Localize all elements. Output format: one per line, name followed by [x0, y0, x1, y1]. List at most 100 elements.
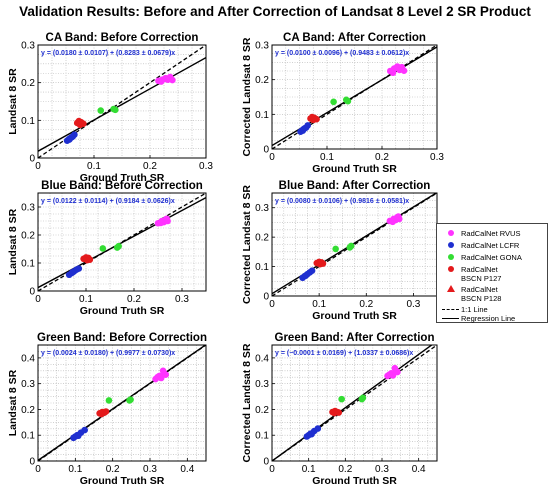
y-tick-label: 0.4 [21, 353, 35, 364]
point-lcfr [308, 267, 316, 274]
chart-panel-1: 0 0.1 0.2 0.3 0 0.1 0.2 0.3 CA Band: Before Corr… [7, 32, 213, 184]
y-tick-label: 0 [29, 457, 35, 468]
y-axis-label: Landsat 8 SR [7, 68, 19, 135]
x-tick-label: 0.3 [199, 161, 213, 172]
legend-label: RadCalNet GONA [461, 253, 522, 262]
chart-panel-4: 0 0.1 0.2 0.3 0 0.1 0.2 0.3 Blue Band: After Cor… [241, 180, 438, 322]
point-gona [115, 242, 122, 250]
grid [38, 45, 206, 158]
plot-frame [37, 44, 207, 159]
point-gona [105, 397, 113, 404]
regression-line [272, 345, 433, 461]
x-tick-label: 0.2 [143, 161, 157, 172]
legend-item-rvus: RadCalNet RVUS [441, 229, 520, 238]
chart-title: CA Band: Before Correction [46, 32, 199, 44]
plot-frame [271, 344, 438, 462]
data-points [65, 215, 171, 279]
x-axis-label: Ground Truth SR [312, 475, 397, 487]
point-p127 [98, 410, 105, 418]
x-axis-label: Ground Truth SR [312, 310, 397, 322]
data-points [299, 213, 403, 282]
point-gona [344, 97, 352, 105]
plot-frame [271, 44, 438, 150]
data-points [303, 364, 401, 440]
x-tick-label: 0.3 [175, 294, 189, 305]
point-gona [111, 106, 119, 114]
x-tick-label: 0.3 [143, 464, 157, 475]
x-axis-label: Ground Truth SR [312, 163, 397, 175]
regression-equation: y = (−0.0001 ± 0.0169) + (1.0337 ± 0.068… [275, 350, 413, 357]
x-tick-label: 0.4 [412, 464, 426, 475]
point-lcfr [299, 127, 307, 134]
legend-item-one-to-one: 1:1 Line [441, 305, 488, 314]
y-tick-label: 0 [263, 145, 269, 156]
point-lcfr [314, 425, 322, 432]
y-tick-label: 0.3 [255, 41, 269, 52]
x-tick-label: 0.4 [180, 464, 194, 475]
point-lcfr [308, 430, 315, 438]
x-tick-label: 0 [35, 294, 41, 305]
point-rvus [157, 219, 165, 227]
y-tick-label: 0.1 [255, 262, 269, 273]
legend-label: RadCalNet BSCN P127 [461, 265, 502, 283]
x-tick-label: 0.1 [302, 464, 316, 475]
chart-title: CA Band: After Correction [283, 32, 426, 44]
y-tick-label: 0 [29, 287, 35, 298]
legend-p128-marker [447, 285, 455, 292]
x-axis-label: Ground Truth SR [80, 305, 165, 317]
y-tick-label: 0 [263, 457, 269, 468]
y-axis-label: Corrected Landsat 8 SR [241, 37, 253, 156]
x-tick-label: 0 [35, 464, 41, 475]
point-gona [99, 245, 107, 252]
y-axis-label: Landsat 8 SR [7, 369, 19, 436]
regression-equation: y = (0.0100 ± 0.0096) + (0.9483 ± 0.0612… [275, 50, 409, 57]
y-tick-label: 0.1 [21, 116, 35, 127]
reference-lines [38, 193, 206, 291]
point-rvus [391, 364, 399, 372]
x-tick-label: 0 [35, 161, 41, 172]
x-axis-label: Ground Truth SR [80, 475, 165, 487]
x-tick-label: 0.1 [312, 299, 326, 310]
y-tick-label: 0 [29, 154, 35, 165]
point-rvus [393, 64, 400, 72]
grid [38, 193, 206, 291]
x-tick-label: 0.3 [430, 152, 444, 163]
grid [38, 345, 206, 461]
point-gona [330, 98, 337, 106]
x-tick-label: 0.1 [320, 152, 334, 163]
y-tick-label: 0.2 [255, 405, 269, 416]
legend-item-p127: RadCalNet BSCN P127 [441, 265, 501, 283]
x-tick-label: 0.1 [68, 464, 82, 475]
regression-equation: y = (0.0122 ± 0.0114) + (0.9184 ± 0.0626… [41, 198, 175, 205]
x-tick-label: 0.2 [338, 464, 352, 475]
point-p127 [331, 409, 338, 417]
grid [272, 193, 437, 296]
y-axis-label: Landsat 8 SR [7, 208, 19, 275]
chart-title: Green Band: Before Correction [37, 332, 207, 344]
legend-item-lcfr: RadCalNet LCFR [441, 241, 519, 250]
regression-equation: y = (0.0080 ± 0.0106) + (0.9816 ± 0.0581… [275, 198, 409, 205]
reference-lines [272, 345, 437, 461]
y-axis-label: Corrected Landsat 8 SR [241, 185, 253, 304]
regression-equation: y = (0.0180 ± 0.0107) + (0.8283 ± 0.0679… [41, 50, 175, 57]
legend-label: RadCalNet RVUS [461, 229, 521, 238]
point-gona [127, 396, 134, 403]
data-points [63, 73, 176, 144]
legend-item-p128: RadCalNet BSCN P128 [441, 285, 501, 303]
chart-panel-3: 0 0.1 0.2 0.3 0 0.1 0.2 0.3 Blue Band: Before Co… [7, 180, 207, 317]
y-tick-label: 0.3 [255, 379, 269, 390]
y-tick-label: 0.1 [21, 431, 35, 442]
x-tick-label: 0 [269, 299, 275, 310]
point-p127 [76, 121, 84, 129]
legend-dashed-line [442, 309, 459, 310]
legend: RadCalNet RVUS RadCalNet LCFR RadCalNet … [436, 223, 548, 323]
y-tick-label: 0.3 [21, 379, 35, 390]
data-points [297, 63, 408, 135]
y-tick-label: 0.1 [21, 259, 35, 270]
y-tick-label: 0.4 [255, 353, 269, 364]
point-rvus [161, 75, 168, 83]
x-axis-label: Ground Truth SR [80, 172, 165, 184]
point-gona [97, 107, 105, 114]
y-tick-label: 0.1 [255, 110, 269, 121]
